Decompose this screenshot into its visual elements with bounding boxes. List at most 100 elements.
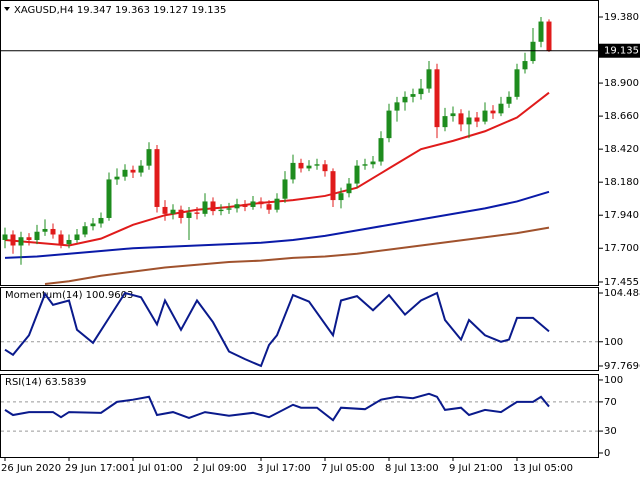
candle-body [226,208,232,210]
candle-body [130,169,136,173]
candle-body [306,165,312,169]
candle-body [194,212,200,214]
candle-body [74,234,80,240]
candle-body [362,164,368,166]
candle-body [66,239,72,245]
y-tick-label: 18.660 [604,111,639,122]
candle-body [82,226,88,235]
y-tick-label: 0 [604,448,610,459]
last-price-box [599,43,640,58]
indicator-line [4,190,550,259]
candle-body [410,94,416,97]
candle-body [330,171,336,201]
candle-body [170,209,176,214]
candle-body [18,237,24,246]
momentum-panel-frame [0,287,599,371]
candle-body [450,113,456,117]
x-tick-label: 3 Jul 17:00 [257,463,311,474]
candle-body [546,21,552,51]
candle-body [250,201,256,207]
candle-body [314,164,320,166]
y-tick-label: 17.700 [604,243,639,254]
x-tick-label: 1 Jul 01:00 [129,463,183,474]
candle-body [34,231,40,240]
indicator-line [4,392,550,422]
candle-body [146,149,152,166]
x-tick-label: 8 Jul 13:00 [385,463,439,474]
candle-body [26,237,32,240]
y-tick-label: 100 [604,337,623,348]
candle-body [490,110,496,114]
candle-body [162,206,168,214]
candle-body [522,61,528,70]
last-price-label: 19.135 [604,46,639,57]
candle-body [506,96,512,104]
candle-body [514,69,520,97]
y-tick-label: 19.380 [604,12,639,23]
x-tick-label: 2 Jul 09:00 [193,463,247,474]
candle-body [122,169,128,177]
candle-body [234,204,240,209]
rsi-title: RSI(14) 63.5839 [5,377,86,388]
candle-body [2,234,8,240]
candle-body [274,198,280,210]
candle-body [482,110,488,122]
candle-body [218,209,224,212]
y-tick-label: 97.7696 [604,361,640,372]
candle-body [458,113,464,125]
y-tick-label: 100 [604,375,623,386]
candle-body [530,41,536,62]
candle-body [466,117,472,125]
candle-body [338,193,344,201]
candle-body [10,234,16,246]
candle-body [114,176,120,180]
candle-body [474,117,480,122]
main-title: XAGUSD,H4 19.347 19.363 19.127 19.135 [14,5,226,16]
candle-body [106,179,112,218]
candle-body [434,69,440,128]
indicator-line [4,291,550,368]
x-tick-label: 13 Jul 05:00 [513,463,573,474]
candle-body [498,103,504,114]
candle-body [426,69,432,89]
main-panel-frame [0,0,599,286]
candle-body [50,228,56,235]
candle-body [282,179,288,199]
candle-body [258,201,264,205]
candle-body [266,204,272,210]
y-tick-label: 18.900 [604,78,639,89]
y-tick-label: 30 [604,426,617,437]
candle-body [138,165,144,173]
candle-body [418,88,424,95]
x-tick-label: 9 Jul 21:00 [449,463,503,474]
candle-body [370,161,376,165]
y-tick-label: 18.180 [604,177,639,188]
candle-body [394,102,400,111]
candle-body [210,201,216,212]
candle-body [354,165,360,184]
rsi-panel-frame [0,374,599,458]
candle-body [298,162,304,169]
candle-body [178,209,184,218]
candle-body [386,110,392,139]
candle-body [290,162,296,180]
momentum-title: Momentum(14) 100.9603 [5,290,133,301]
candle-body [378,138,384,162]
candle-body [42,228,48,232]
x-tick-label: 29 Jun 17:00 [65,463,129,474]
candle-body [186,212,192,218]
candle-body [154,149,160,207]
indicator-line [44,226,550,286]
candle-body [346,183,352,194]
candle-body [402,96,408,103]
candle-body [242,204,248,207]
candle-body [90,223,96,227]
y-tick-label: 18.420 [604,144,639,155]
candle-body [58,234,64,245]
y-tick-label: 17.455 [604,277,639,288]
menu-triangle[interactable] [4,7,10,11]
candle-body [442,116,448,128]
candle-body [322,164,328,172]
